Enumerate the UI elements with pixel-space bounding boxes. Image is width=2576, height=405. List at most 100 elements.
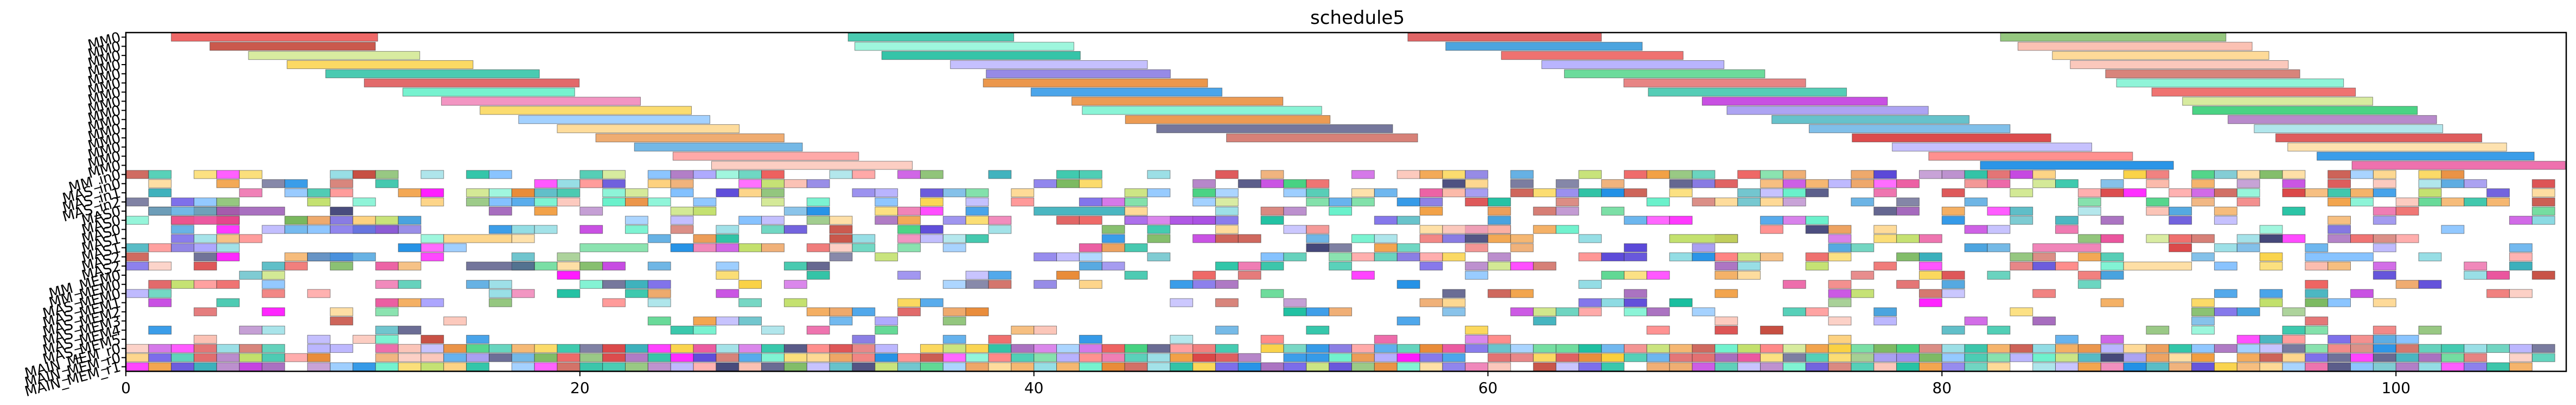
task-bar bbox=[307, 334, 331, 344]
task-bar bbox=[2010, 170, 2033, 179]
task-bar bbox=[2169, 353, 2192, 362]
task-bar bbox=[1374, 188, 1398, 198]
task-bar bbox=[1555, 353, 1579, 362]
task-bar bbox=[2254, 124, 2443, 134]
task-bar bbox=[2441, 362, 2465, 371]
task-bar bbox=[2395, 334, 2419, 344]
task-bar bbox=[171, 197, 195, 207]
task-bar bbox=[1011, 197, 1035, 207]
task-bar bbox=[1828, 234, 1852, 243]
task-bar bbox=[1692, 252, 1716, 262]
task-bar bbox=[1646, 362, 1670, 371]
task-bar bbox=[2350, 197, 2374, 207]
task-bar bbox=[1919, 170, 1942, 179]
task-bar bbox=[1555, 188, 1579, 198]
task-bar bbox=[262, 225, 285, 234]
task-bar bbox=[716, 362, 739, 371]
task-bar bbox=[2532, 206, 2555, 216]
task-bar bbox=[920, 197, 943, 207]
task-bar bbox=[1034, 326, 1057, 335]
task-bar bbox=[2259, 252, 2283, 262]
task-bar bbox=[625, 353, 648, 362]
task-bar bbox=[875, 344, 898, 353]
task-bar bbox=[2169, 216, 2192, 225]
task-bar bbox=[2236, 234, 2260, 243]
task-bar bbox=[1215, 188, 1239, 198]
task-bar bbox=[829, 252, 853, 262]
task-bar bbox=[262, 307, 285, 317]
task-bar bbox=[307, 344, 331, 353]
task-bar bbox=[1714, 252, 1738, 262]
task-bar bbox=[806, 243, 830, 252]
task-bar bbox=[1124, 188, 1148, 198]
task-bar bbox=[2328, 225, 2351, 234]
task-bar bbox=[194, 334, 217, 344]
task-bar bbox=[1215, 353, 1239, 362]
task-bar bbox=[647, 261, 671, 271]
task-bar bbox=[875, 252, 898, 262]
task-bar bbox=[1465, 188, 1489, 198]
task-bar bbox=[855, 42, 1074, 51]
task-bar bbox=[2305, 326, 2329, 335]
task-bar bbox=[920, 225, 943, 234]
task-bar bbox=[670, 206, 694, 216]
task-bar bbox=[2486, 362, 2510, 371]
task-bar bbox=[1601, 270, 1625, 280]
task-bar bbox=[398, 225, 422, 234]
task-bar bbox=[1760, 179, 1783, 188]
task-bar bbox=[1238, 234, 1261, 243]
task-bar bbox=[216, 234, 240, 243]
task-bar bbox=[1488, 353, 1511, 362]
task-bar bbox=[194, 234, 217, 243]
task-bar bbox=[125, 362, 149, 371]
task-bar bbox=[1260, 252, 1284, 262]
task-bar bbox=[625, 188, 648, 198]
task-bar bbox=[248, 51, 420, 60]
task-bar bbox=[1623, 78, 1806, 87]
task-bar bbox=[1442, 362, 1466, 371]
task-bar bbox=[2395, 353, 2419, 362]
task-bar bbox=[647, 170, 671, 179]
task-bar bbox=[988, 216, 1012, 225]
task-bar bbox=[2100, 353, 2124, 362]
task-bar bbox=[2055, 344, 2078, 353]
task-bar bbox=[216, 179, 240, 188]
task-bar bbox=[352, 216, 376, 225]
task-bar bbox=[579, 261, 603, 271]
task-bar bbox=[983, 78, 1208, 87]
task-bar bbox=[920, 362, 943, 371]
task-bar bbox=[1147, 188, 1171, 198]
task-bar bbox=[988, 334, 1012, 344]
task-bar bbox=[1760, 216, 1783, 225]
task-bar bbox=[1147, 234, 1171, 243]
task-bar bbox=[1124, 243, 1148, 252]
task-bar bbox=[2282, 234, 2306, 243]
task-bar bbox=[148, 289, 172, 298]
task-bar bbox=[875, 216, 898, 225]
task-bar bbox=[171, 344, 195, 353]
task-bar bbox=[2441, 344, 2465, 353]
task-bar bbox=[216, 225, 240, 234]
task-bar bbox=[1851, 179, 1874, 188]
task-bar bbox=[488, 206, 512, 216]
task-bar bbox=[647, 353, 671, 362]
task-bar bbox=[557, 124, 740, 134]
task-bar bbox=[534, 197, 558, 207]
task-bar bbox=[1533, 225, 1557, 234]
task-bar bbox=[716, 188, 739, 198]
task-bar bbox=[2441, 197, 2465, 207]
task-bar bbox=[1555, 197, 1579, 207]
task-bar bbox=[761, 344, 785, 353]
task-bar bbox=[1828, 334, 1852, 344]
task-bar bbox=[1419, 206, 1443, 216]
task-bar bbox=[2350, 362, 2374, 371]
task-bar bbox=[1238, 353, 1261, 362]
task-bar bbox=[1601, 206, 1625, 216]
task-bar bbox=[2418, 197, 2442, 207]
task-bar bbox=[2373, 261, 2396, 271]
task-bar bbox=[1419, 225, 1443, 234]
task-bar bbox=[420, 334, 444, 344]
task-bar bbox=[420, 298, 444, 307]
task-bar bbox=[1056, 170, 1080, 179]
task-bar bbox=[2077, 252, 2101, 262]
